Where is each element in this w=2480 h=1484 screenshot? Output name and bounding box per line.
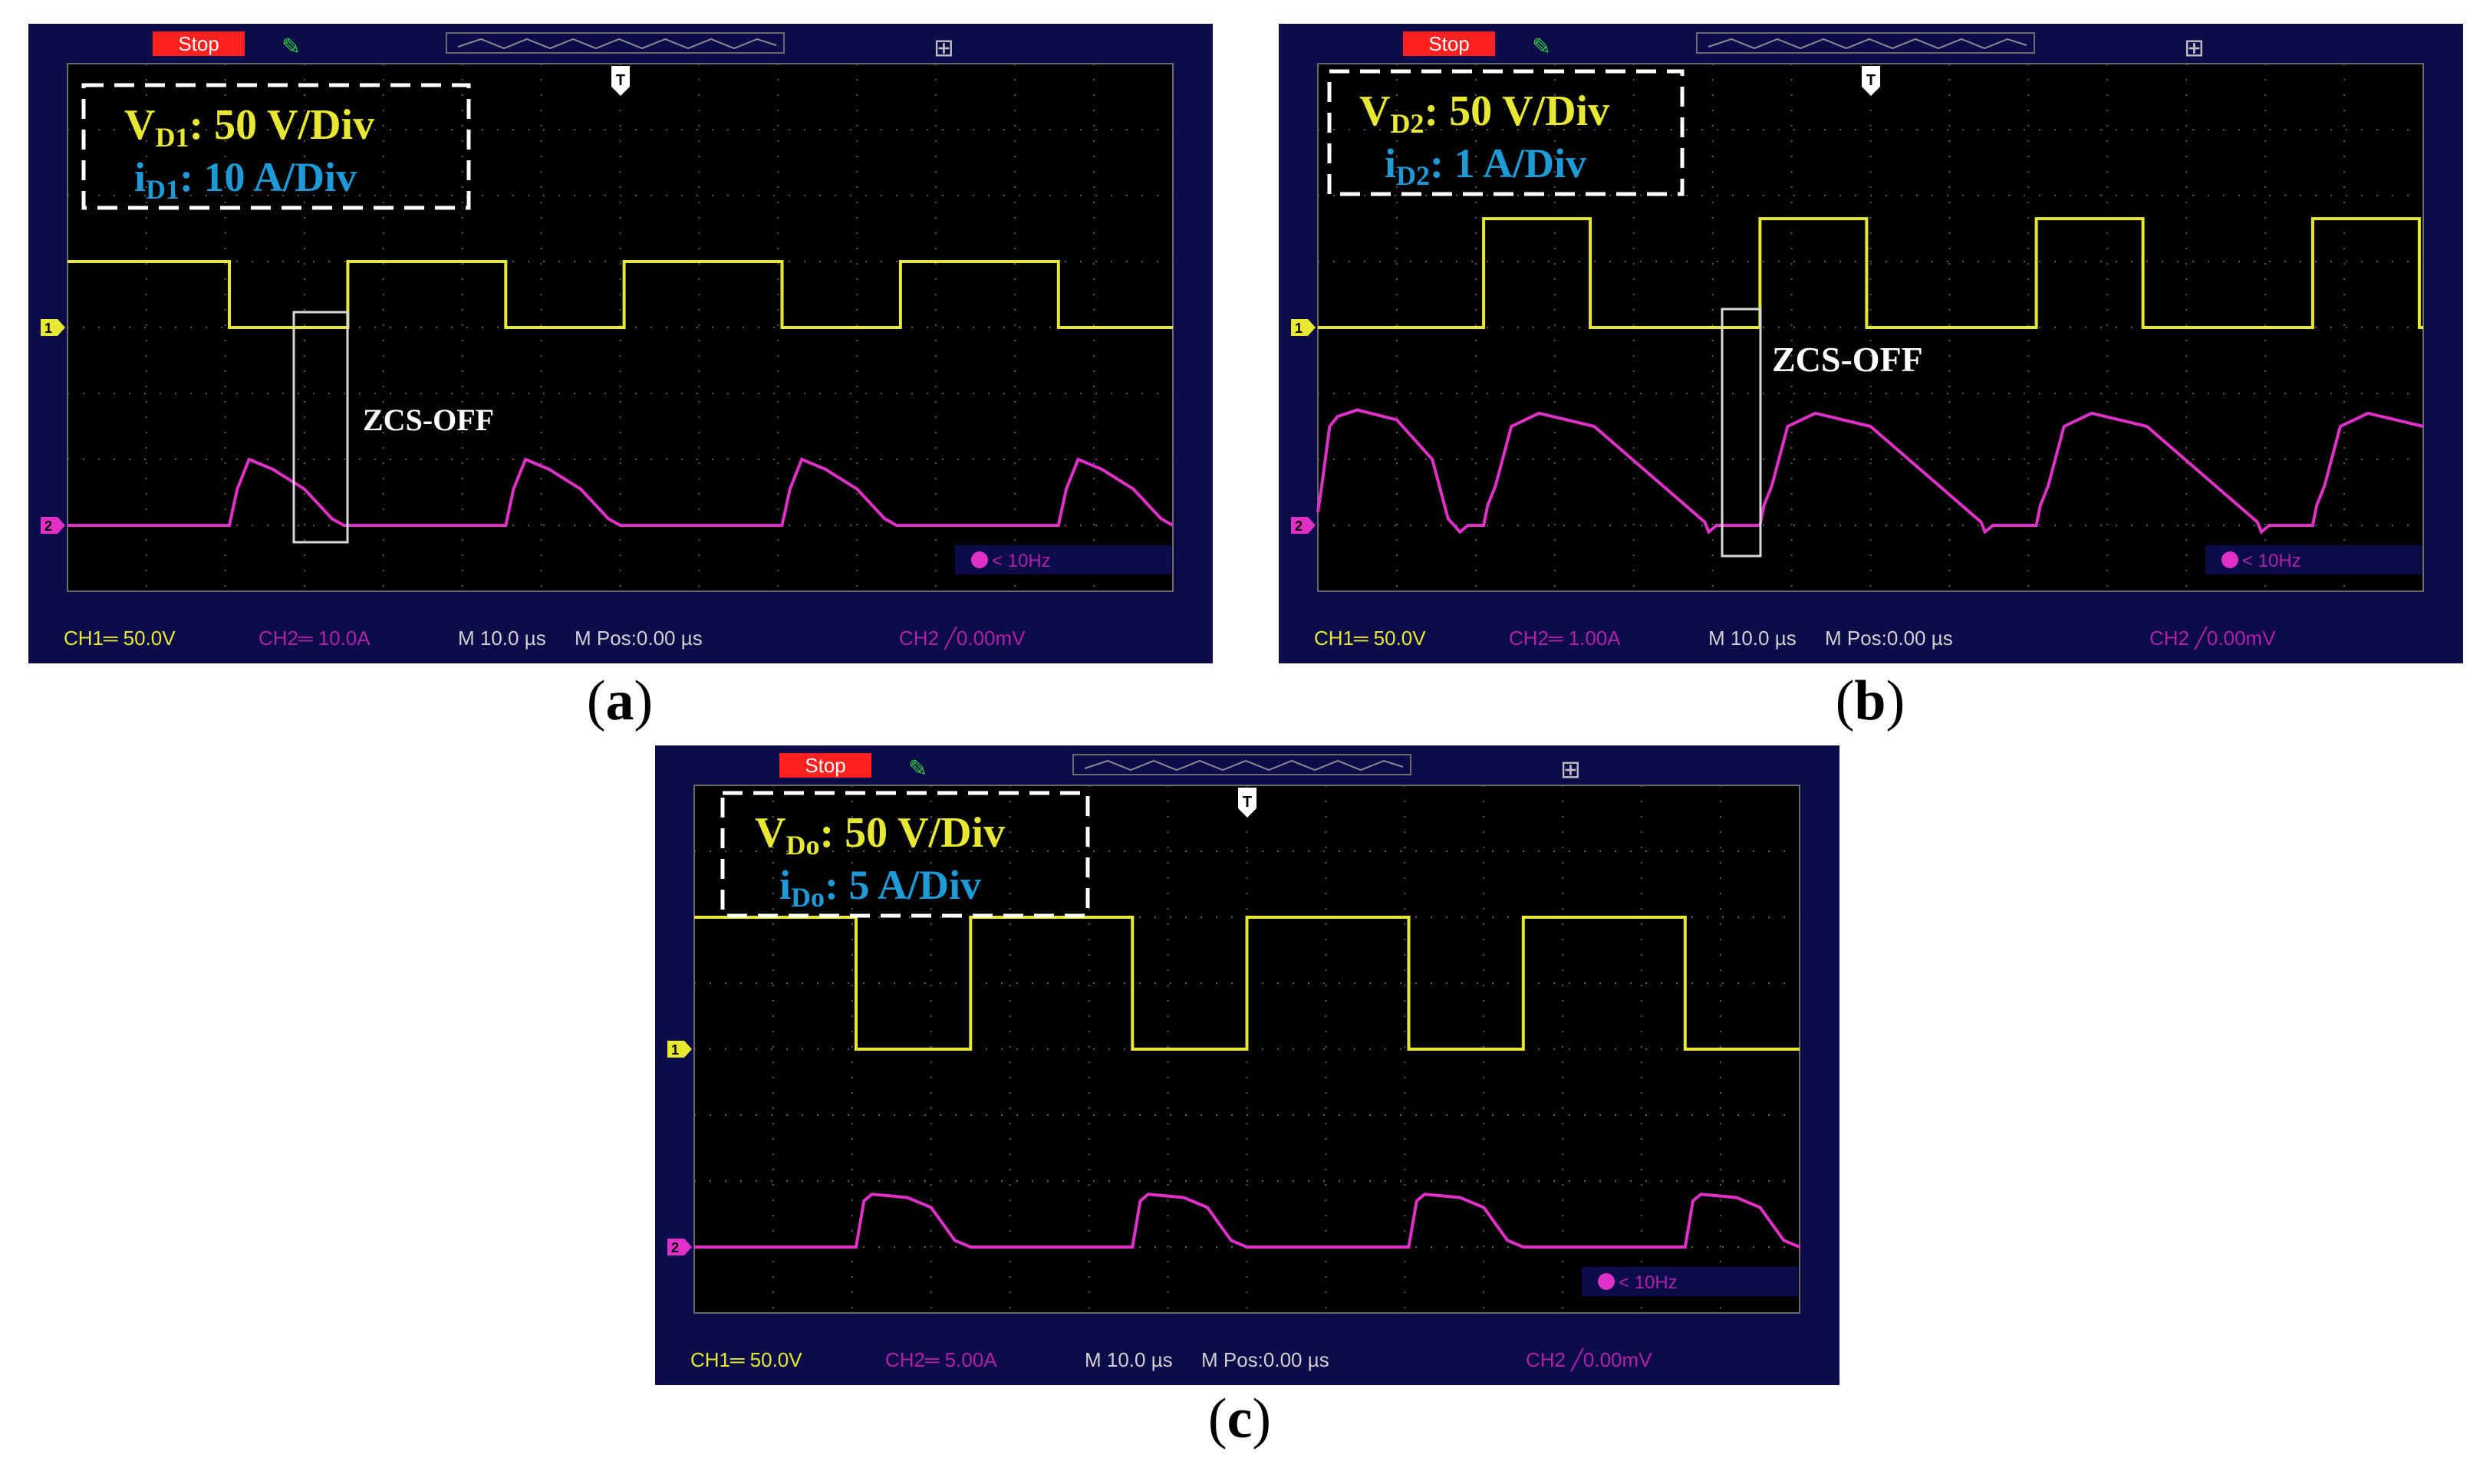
- network-icon: ⊞: [1560, 755, 1581, 783]
- readout-trig: CH2 ╱0.00mV: [2149, 626, 2276, 650]
- probe-icon: ✎: [1532, 35, 1551, 60]
- svg-text:1: 1: [44, 321, 52, 336]
- scale-box: [1327, 69, 1685, 196]
- volt-scale-text: VDo: 50 V/Div: [755, 809, 1005, 860]
- svg-text:2: 2: [1295, 518, 1303, 534]
- filter-indicator: [1582, 1267, 1798, 1296]
- trigger-marker: [1238, 788, 1256, 818]
- trigger-marker-label: T: [1243, 794, 1252, 811]
- ch1-ground-marker: 1: [667, 1041, 692, 1058]
- volt-scale-text: VD1: 50 V/Div: [124, 101, 374, 153]
- readout-time: M 10.0 µs: [458, 627, 546, 650]
- volt-scale-text: VD2: 50 V/Div: [1359, 87, 1609, 139]
- scope-svg-b: Stop ✎ ⊞ T 1 2 VD2: 50 V/Div iD2: 1 A/Di…: [1291, 31, 2424, 650]
- ch2-ground-marker: 2: [667, 1239, 692, 1255]
- readout-pos: M Pos:0.00 µs: [1825, 627, 1953, 650]
- panel-label-a: (a): [586, 670, 654, 732]
- stop-label: Stop: [805, 754, 846, 777]
- curr-scale-text: iD2: 1 A/Div: [1385, 140, 1586, 191]
- trigger-marker-label: T: [616, 72, 625, 89]
- trigger-marker: [1862, 66, 1880, 96]
- filter-indicator: [2205, 545, 2422, 574]
- trigger-marker-label: T: [1866, 72, 1876, 89]
- filter-dot: [971, 551, 988, 568]
- zcs-box: [292, 311, 349, 544]
- svg-text:1: 1: [1295, 321, 1303, 336]
- svg-text:2: 2: [671, 1240, 679, 1255]
- ch2-ground-marker: 2: [41, 517, 65, 534]
- readout-time: M 10.0 µs: [1708, 627, 1797, 650]
- ch1-trace: [68, 260, 1173, 329]
- stop-badge: [153, 31, 245, 56]
- panel-label-b: (b): [1835, 670, 1905, 732]
- stop-label: Stop: [1428, 32, 1470, 55]
- readout-ch1: CH1═ 50.0V: [690, 1348, 802, 1371]
- network-icon: ⊞: [934, 34, 954, 61]
- readout-pos: M Pos:0.00 µs: [1201, 1348, 1329, 1371]
- ch1-trace: [1318, 217, 2423, 329]
- readout-ch1: CH1═ 50.0V: [1314, 627, 1426, 650]
- oscilloscope-panel-c: Stop ✎ ⊞ T 1 2 VDo: 50 V/Div iDo: 5 A/Di…: [655, 745, 1839, 1385]
- readout-pos: M Pos:0.00 µs: [575, 627, 703, 650]
- panel-label-c: (c): [1207, 1387, 1272, 1450]
- filter-indicator: [955, 545, 1171, 574]
- ch2-ground-marker: 2: [1291, 517, 1316, 534]
- scope-svg-a: Stop ✎ ⊞ T 1 2 VD1: 50 V/Div iD1: 10 A/D…: [41, 31, 1174, 650]
- readout-ch2: CH2═ 10.0A: [259, 627, 371, 650]
- stop-badge: [779, 753, 871, 778]
- readout-ch2: CH2═ 5.00A: [885, 1348, 997, 1371]
- stop-badge: [1403, 31, 1495, 56]
- readout-trig: CH2 ╱0.00mV: [1526, 1347, 1652, 1372]
- timebase-bar: [446, 32, 785, 54]
- readout-trig: CH2 ╱0.00mV: [899, 626, 1026, 650]
- ch1-ground-marker: 1: [41, 319, 65, 336]
- network-icon: ⊞: [2184, 34, 2205, 61]
- filter-dot: [2221, 551, 2238, 568]
- curr-scale-text: iD1: 10 A/Div: [134, 154, 357, 205]
- ch2-trace: [1316, 408, 2424, 535]
- oscilloscope-panel-b: Stop ✎ ⊞ T 1 2 VD2: 50 V/Div iD2: 1 A/Di…: [1279, 24, 2463, 663]
- filter-label: < 10Hz: [1619, 1272, 1678, 1293]
- readout-ch1: CH1═ 50.0V: [64, 627, 176, 650]
- svg-text:1: 1: [671, 1042, 679, 1058]
- curr-scale-text: iDo: 5 A/Div: [779, 862, 981, 913]
- probe-icon: ✎: [908, 756, 927, 781]
- zcs-annotation: ZCS-OFF: [363, 403, 494, 437]
- filter-label: < 10Hz: [2242, 551, 2301, 571]
- scope-svg-c: Stop ✎ ⊞ T 1 2 VDo: 50 V/Div iDo: 5 A/Di…: [667, 753, 1800, 1372]
- trigger-marker: [611, 66, 630, 96]
- oscilloscope-panel-a: Stop ✎ ⊞ T 1 2 VD1: 50 V/Div iD1: 10 A/D…: [28, 24, 1213, 663]
- timebase-bar: [1696, 32, 2035, 54]
- ch1-ground-marker: 1: [1291, 319, 1316, 336]
- probe-icon: ✎: [282, 35, 301, 60]
- readout-time: M 10.0 µs: [1085, 1348, 1173, 1371]
- timebase-bar: [1072, 754, 1411, 775]
- filter-dot: [1598, 1273, 1615, 1290]
- svg-text:2: 2: [44, 518, 52, 534]
- ch2-trace: [694, 1193, 1800, 1249]
- zcs-box: [1721, 308, 1762, 558]
- stop-label: Stop: [178, 32, 219, 55]
- zcs-annotation: ZCS-OFF: [1772, 340, 1923, 379]
- filter-label: < 10Hz: [992, 551, 1051, 571]
- readout-ch2: CH2═ 1.00A: [1509, 627, 1621, 650]
- scale-box: [81, 83, 471, 210]
- ch1-trace: [694, 916, 1800, 1051]
